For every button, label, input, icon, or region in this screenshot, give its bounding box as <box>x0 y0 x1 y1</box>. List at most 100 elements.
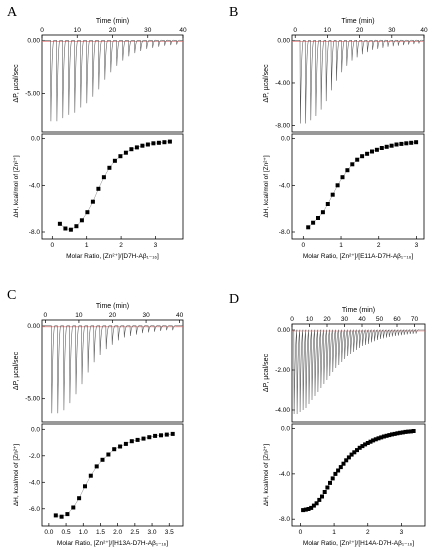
panel-a-data-point <box>113 159 117 163</box>
panel-a-data-point <box>124 151 128 155</box>
panel-a-time-tick-label: 0 <box>40 27 44 34</box>
panel-a-time-axis-label: Time (min) <box>96 18 129 25</box>
panel-b-power-tick-label: 0.00 <box>277 37 290 44</box>
panel-c-chart: 0 10 20 30 40 Time (min) 0.00 -5.00 ΔP, µcal/sec… <box>13 303 184 547</box>
panel-c-ratio-tick-label: 1.5 <box>96 529 105 536</box>
panel-d-power-axis-label: ΔP, µcal/sec <box>263 353 270 392</box>
panel-d-enthalpy-tick-label: -4.0 <box>279 471 291 478</box>
panel-d-ratio-axis-label: Molar Ratio, [Zn²⁺]/[H14A-D7H-Aβ₁₋₁₆] <box>303 540 414 547</box>
panel-d-power-tick-label: 0.00 <box>277 327 290 334</box>
panel-d-time-tick-label: 20 <box>323 316 331 323</box>
panel-c-ratio-tick-label: 2.0 <box>113 529 122 536</box>
panel-c-data-point <box>165 433 169 437</box>
panel-a-data-point <box>74 224 78 228</box>
panel-c-enthalpy-tick-label: 0.0 <box>31 426 40 433</box>
panel-c-ratio-tick-label: 3.0 <box>148 529 157 536</box>
panel-a-ratio-tick-label: 1 <box>85 242 89 249</box>
panel-a-data-point <box>168 140 172 144</box>
panel-a-heat-trace <box>42 40 183 121</box>
panel-b-heat-trace <box>292 40 424 123</box>
panel-a-enthalpy-tick-label: -8.0 <box>29 229 41 236</box>
panel-b-data-point <box>360 154 364 158</box>
panel-a-bottom-frame <box>42 134 183 239</box>
panel-d-data-point <box>331 476 335 480</box>
panel-d-power-tick-label: -4.00 <box>275 407 290 414</box>
panel-d-power-tick-label: -2.00 <box>275 367 290 374</box>
panel-b-time-tick-label: 30 <box>388 27 396 34</box>
panel-b-enthalpy-tick-label: -4.0 <box>279 182 291 189</box>
panel-c-ratio-tick-label: 0.5 <box>62 529 71 536</box>
panel-d-time-tick-label: 40 <box>358 316 366 323</box>
panel-b-data-point <box>385 145 389 149</box>
panel-c-ratio-tick-label: 2.5 <box>130 529 139 536</box>
panel-c-data-point <box>142 437 146 441</box>
panel-b-data-point <box>311 221 315 225</box>
panel-d-time-tick-label: 10 <box>306 316 314 323</box>
panel-d-ratio-tick-label: 2 <box>366 529 370 536</box>
panel-b-enthalpy-axis-label: ΔH, kcal/mol of [Zn²⁺] <box>263 155 270 218</box>
panel-c-data-point <box>101 458 105 462</box>
panel-c-ratio-tick-label: 3.5 <box>165 529 174 536</box>
panel-a-data-point <box>162 140 166 144</box>
panel-d-ratio-tick-label: 0 <box>299 529 303 536</box>
panel-c-data-point <box>124 442 128 446</box>
panel-a-power-axis-label: ΔP, µcal/sec <box>13 64 20 103</box>
panel-c-data-point <box>153 434 157 438</box>
panel-a-time-tick-label: 10 <box>74 27 82 34</box>
panel-c-data-point <box>60 515 64 519</box>
panel-b-data-point <box>395 143 399 147</box>
panel-b-top-frame <box>292 35 424 132</box>
panel-c-data-point <box>95 464 99 468</box>
panel-a-ratio-axis-label: Molar Ratio, [Zn²⁺]/[D7H-Aβ₁₋₁₆] <box>66 253 159 260</box>
panel-c-heat-trace <box>42 326 183 414</box>
panel-b-data-point <box>390 144 394 148</box>
panel-b-ratio-tick-label: 0 <box>302 242 306 249</box>
panel-b-time-tick-label: 20 <box>356 27 364 34</box>
panel-a-ratio-tick-label: 3 <box>154 242 158 249</box>
panel-a-ratio-tick-label: 0 <box>51 242 55 249</box>
panel-b-ratio-tick-label: 1 <box>339 242 343 249</box>
panel-a-ratio-tick-label: 2 <box>119 242 123 249</box>
panel-b-enthalpy-tick-label: 0.0 <box>281 136 290 143</box>
panel-c-time-tick-label: 20 <box>109 312 117 319</box>
panel-b-enthalpy-tick-label: -8.0 <box>279 229 291 236</box>
panel-b-data-point <box>365 152 369 156</box>
panel-b-power-axis-label: ΔP, µcal/sec <box>263 64 270 103</box>
panel-d-ratio-tick-label: 1 <box>332 529 336 536</box>
panel-a-enthalpy-tick-label: 0.0 <box>31 136 40 143</box>
panel-b-power-tick-label: -4.00 <box>275 80 290 87</box>
panel-b-data-point <box>380 146 384 150</box>
panel-d-enthalpy-tick-label: -8.0 <box>279 516 291 523</box>
panel-c-time-tick-label: 0 <box>44 312 48 319</box>
panel-c-data-point <box>54 513 58 517</box>
panel-d-data-point <box>325 486 329 490</box>
panel-c-power-axis-label: ΔP, µcal/sec <box>13 351 20 390</box>
panel-a-time-tick-label: 20 <box>109 27 117 34</box>
panel-d-data-point <box>412 429 416 433</box>
panel-c-bottom-frame <box>42 424 183 526</box>
panel-b-time-tick-label: 0 <box>293 27 297 34</box>
panel-c-enthalpy-tick-label: -2.0 <box>29 453 41 460</box>
panel-c-ratio-axis-label: Molar Ratio, [Zn²⁺]/[H13A-D7H-Aβ₁₋₁₆] <box>57 540 168 547</box>
panel-c-data-point <box>130 439 134 443</box>
panel-a-data-point <box>91 200 95 204</box>
panel-b-data-point <box>370 150 374 154</box>
panel-d-time-tick-label: 70 <box>411 316 419 323</box>
panel-c-ratio-tick-label: 0.0 <box>44 529 53 536</box>
panel-c-enthalpy-axis-label: ΔH, kcal/mol of [Zn²⁺] <box>13 444 20 507</box>
panel-a-data-point <box>85 210 89 214</box>
panel-c-enthalpy-tick-label: -6.0 <box>29 506 41 513</box>
panel-b-data-point <box>409 141 413 145</box>
panel-b-data-point <box>321 210 325 214</box>
panel-a-power-tick-label: -5.00 <box>25 91 40 98</box>
panel-b-data-point <box>331 193 335 197</box>
panel-b-time-tick-label: 40 <box>420 27 428 34</box>
panel-a-time-tick-label: 30 <box>144 27 152 34</box>
panel-d-time-tick-label: 30 <box>341 316 349 323</box>
panel-b-ratio-tick-label: 2 <box>377 242 381 249</box>
panel-c-fit-curve <box>56 434 173 517</box>
panel-d-time-tick-label: 60 <box>393 316 401 323</box>
